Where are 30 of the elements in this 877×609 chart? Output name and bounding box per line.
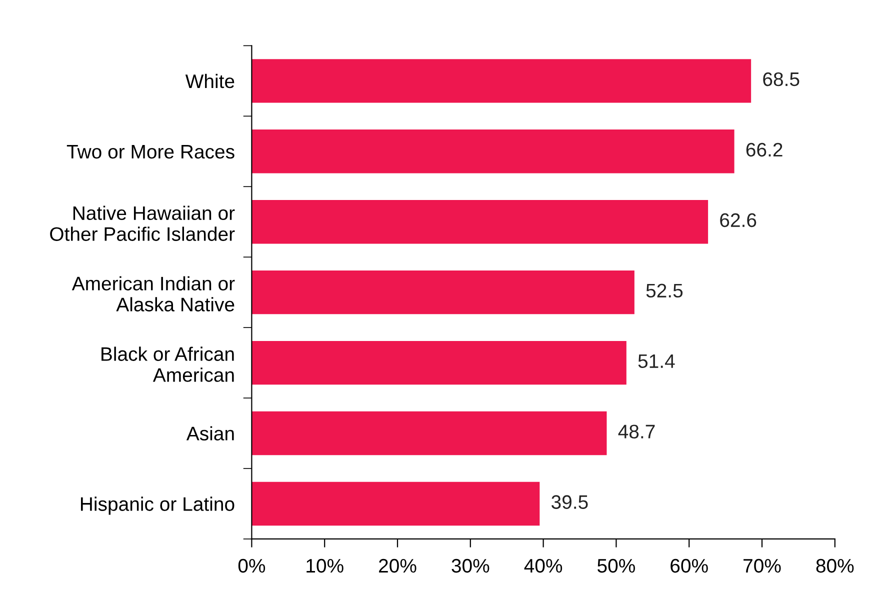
y-tick-label: White [185,74,234,88]
data-label: 52.5 [646,284,683,298]
data-label: 66.2 [746,142,782,157]
y-tick-label: Native Hawaiian or Other Pacific Islander [50,206,235,241]
data-label: 51.4 [638,354,675,368]
x-tick-label: 40% [524,558,562,573]
bar [252,340,626,385]
x-tick-label: 60% [670,558,708,573]
bar [252,411,607,456]
y-tick-label: Hispanic or Latino [80,496,234,515]
data-label: 68.5 [763,72,800,86]
bar [252,270,634,314]
x-tick-label: 70% [744,558,781,573]
x-tick-label: 50% [598,558,635,573]
x-tick-label: 30% [452,558,490,573]
bar [252,200,708,244]
data-label: 48.7 [618,424,655,438]
data-label: 62.6 [720,213,756,228]
y-tick-label: American Indian or Alaska Native [72,276,235,312]
bar [252,59,752,103]
y-tick-label: Two or More Races [66,145,234,159]
x-tick-label: 20% [379,558,416,573]
bar [252,130,734,174]
x-tick-label: 0% [238,558,266,573]
x-tick-label: 10% [306,558,344,573]
y-tick-label: Asian [186,426,234,440]
data-label: 39.5 [552,495,588,509]
x-tick-label: 80% [816,558,854,573]
y-tick-label: Black or African American [102,346,234,382]
bar [252,482,540,526]
